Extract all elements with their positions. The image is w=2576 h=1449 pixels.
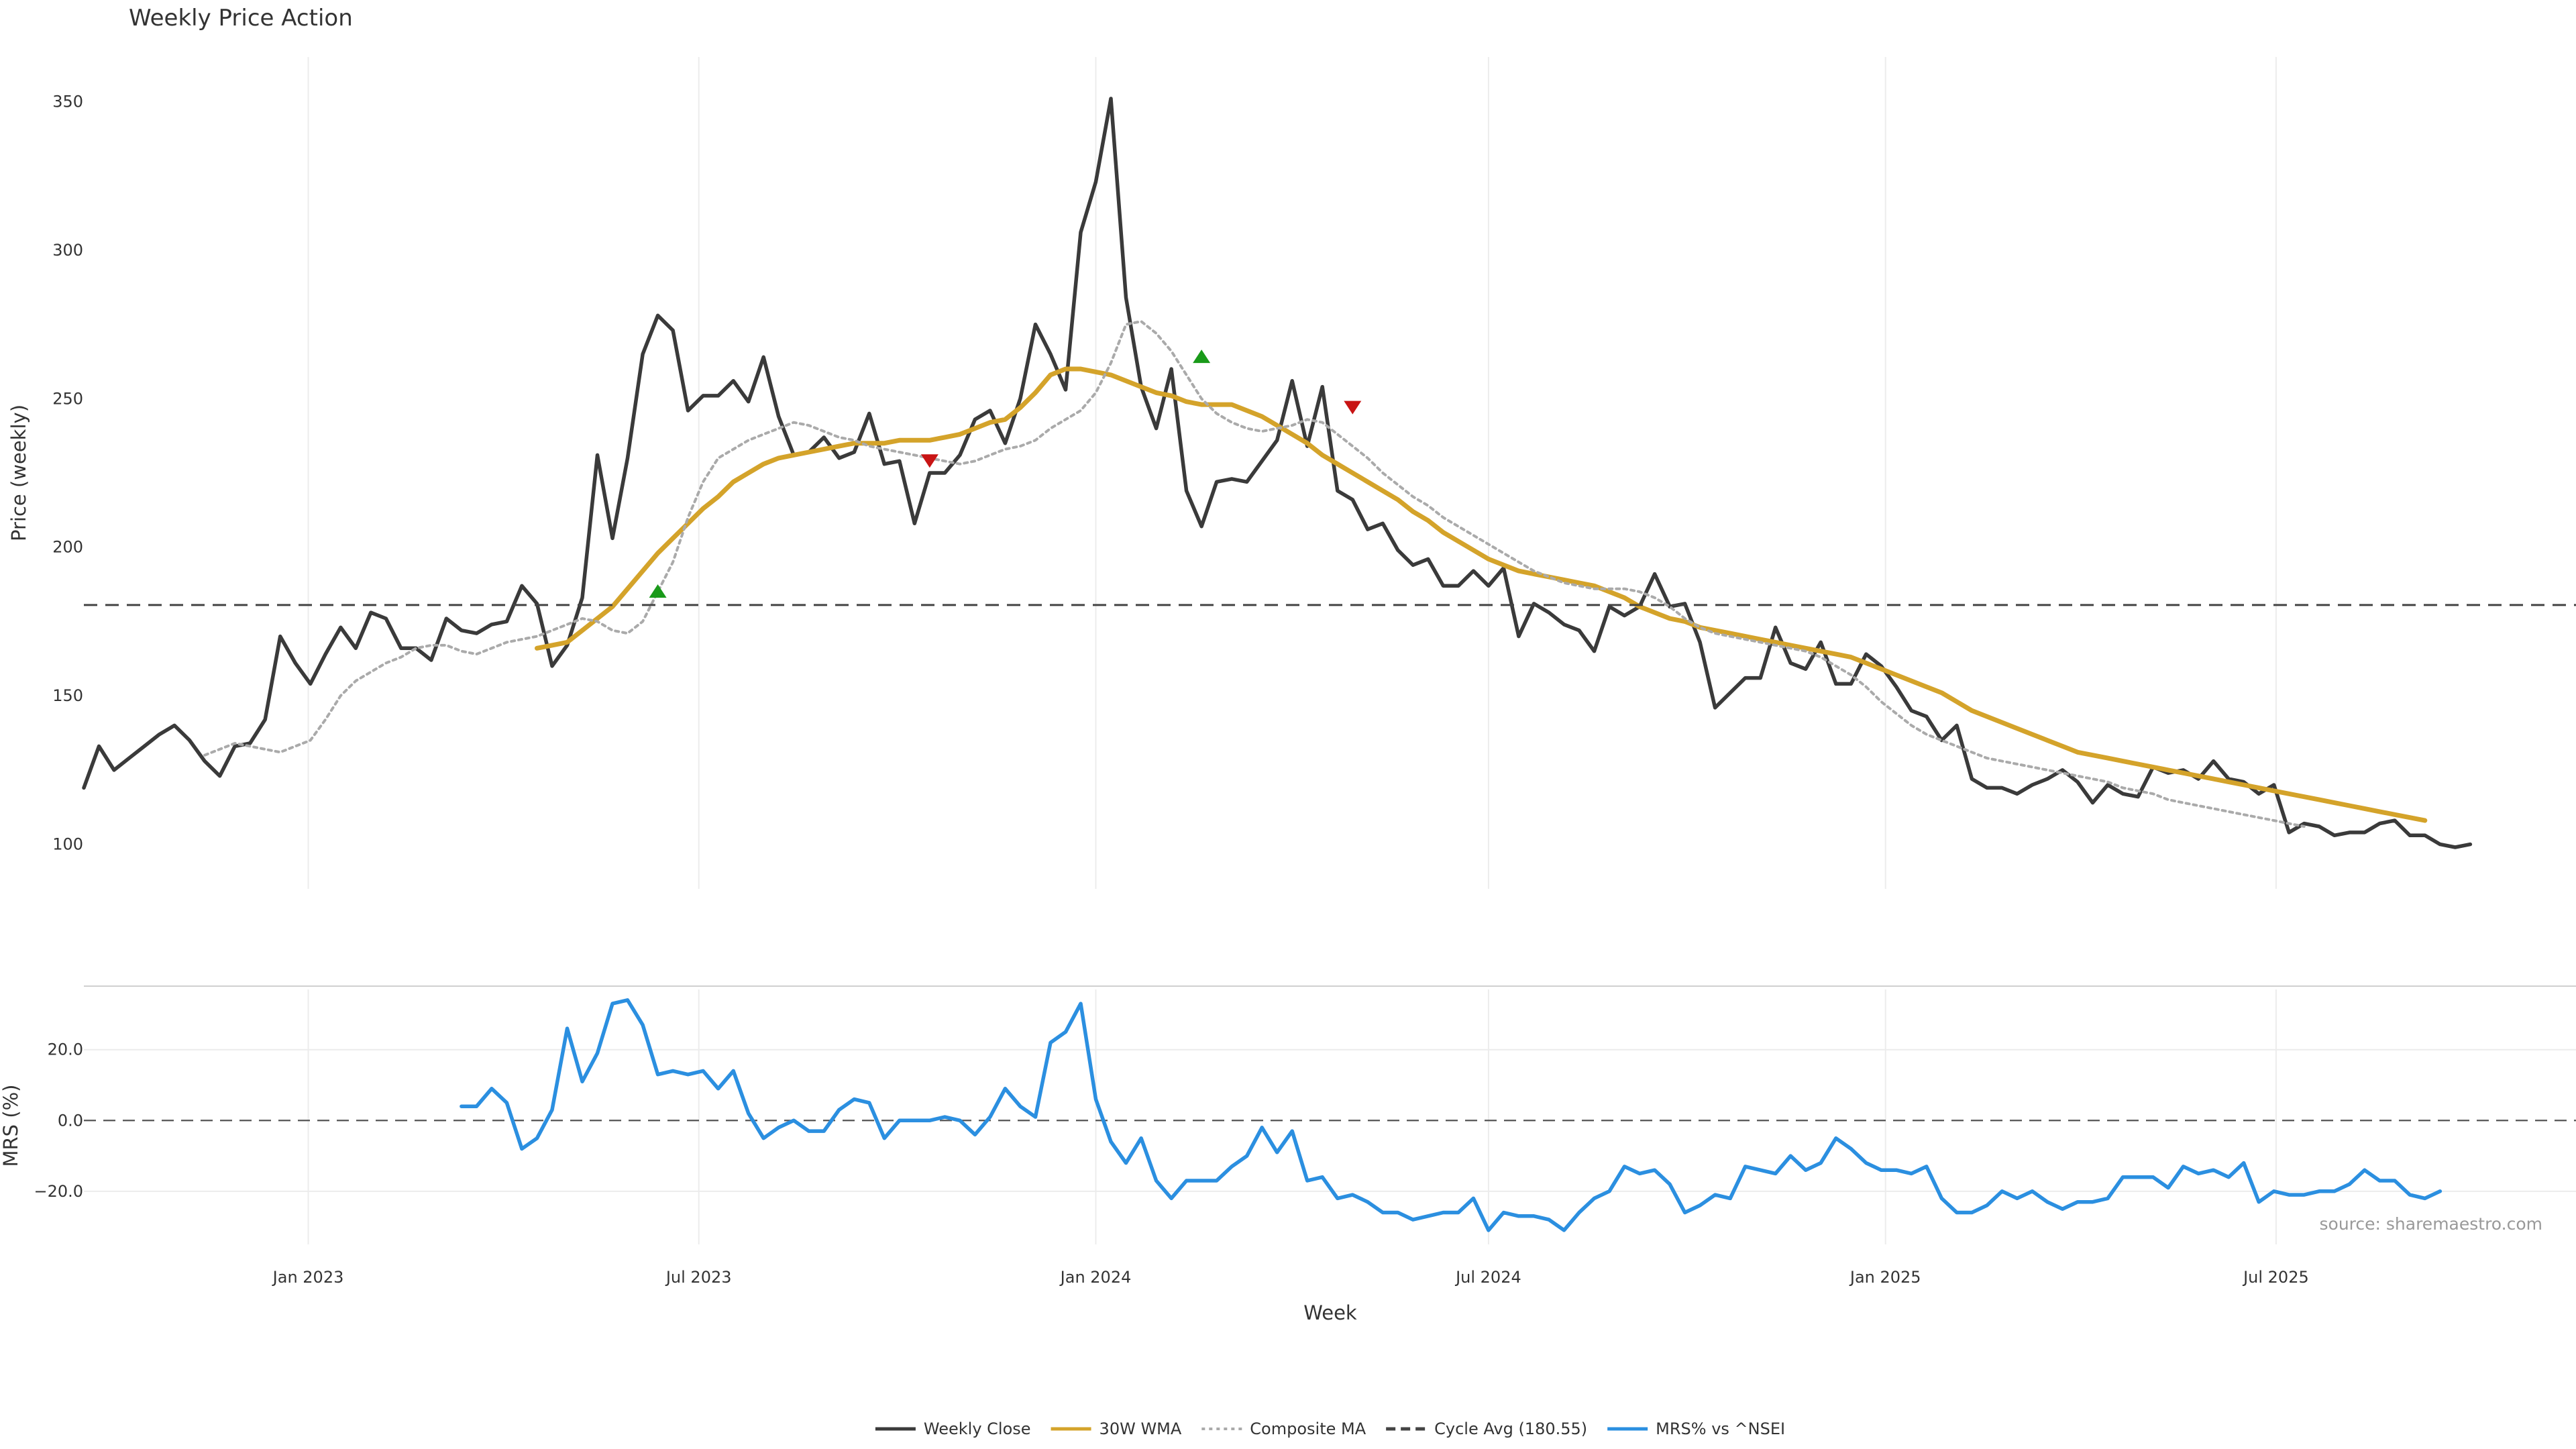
series-composite-ma: [203, 320, 2306, 828]
mrs-y-ticks: 20.0 0.0 −20.0: [34, 1040, 83, 1201]
price-y-axis-label: Price (weekly): [7, 405, 30, 541]
price-y-tick-label: 300: [52, 241, 83, 260]
legend-label: 30W WMA: [1099, 1419, 1182, 1438]
price-y-tick-label: 200: [52, 538, 83, 557]
legend: Weekly Close 30W WMA Composite MA Cycle Avg…: [875, 1419, 1785, 1438]
mrs-y-axis-label: MRS (%): [0, 1085, 22, 1167]
legend-label: Composite MA: [1250, 1419, 1366, 1438]
price-y-tick-label: 150: [52, 686, 83, 705]
price-grid: [307, 57, 2277, 889]
mrs-grid: [84, 989, 2576, 1244]
legend-label: MRS% vs ^NSEI: [1656, 1419, 1785, 1438]
buy-signal-marker: [649, 584, 667, 598]
series-mrs-vs-nsei: [460, 998, 2443, 1232]
x-tick-label: Jul 2024: [1454, 1268, 1521, 1287]
x-tick-label: Jul 2023: [665, 1268, 732, 1287]
x-axis-label: Week: [1303, 1301, 1357, 1324]
x-tick-label: Jan 2025: [1849, 1268, 1921, 1287]
series-weekly-close: [82, 97, 2473, 849]
x-tick-label: Jul 2025: [2242, 1268, 2309, 1287]
mrs-series-group: [460, 998, 2443, 1232]
mrs-y-tick-label: −20.0: [34, 1182, 83, 1201]
price-y-tick-label: 350: [52, 92, 83, 111]
x-ticks: Jan 2023 Jul 2023 Jan 2024 Jul 2024 Jan 2025…: [272, 1268, 2309, 1287]
price-y-tick-label: 250: [52, 389, 83, 408]
buy-signal-marker: [1193, 350, 1211, 364]
chart-title: Weekly Price Action: [129, 5, 353, 32]
sell-signal-marker: [1344, 400, 1362, 415]
mrs-y-tick-label: 20.0: [48, 1040, 83, 1059]
legend-label: Cycle Avg (180.55): [1434, 1419, 1587, 1438]
price-series-group: [82, 97, 2576, 849]
series-30w-wma: [535, 366, 2428, 823]
price-y-tick-label: 100: [52, 835, 83, 854]
source-watermark: source: sharemaestro.com: [2320, 1214, 2543, 1234]
signal-markers: [649, 350, 1362, 598]
mrs-y-tick-label: 0.0: [58, 1111, 83, 1130]
x-tick-label: Jan 2024: [1059, 1268, 1132, 1287]
legend-label: Weekly Close: [924, 1419, 1031, 1438]
sell-signal-marker: [920, 454, 938, 468]
price-y-ticks: 100 150 200 250 300 350: [52, 92, 83, 853]
x-tick-label: Jan 2023: [272, 1268, 344, 1287]
